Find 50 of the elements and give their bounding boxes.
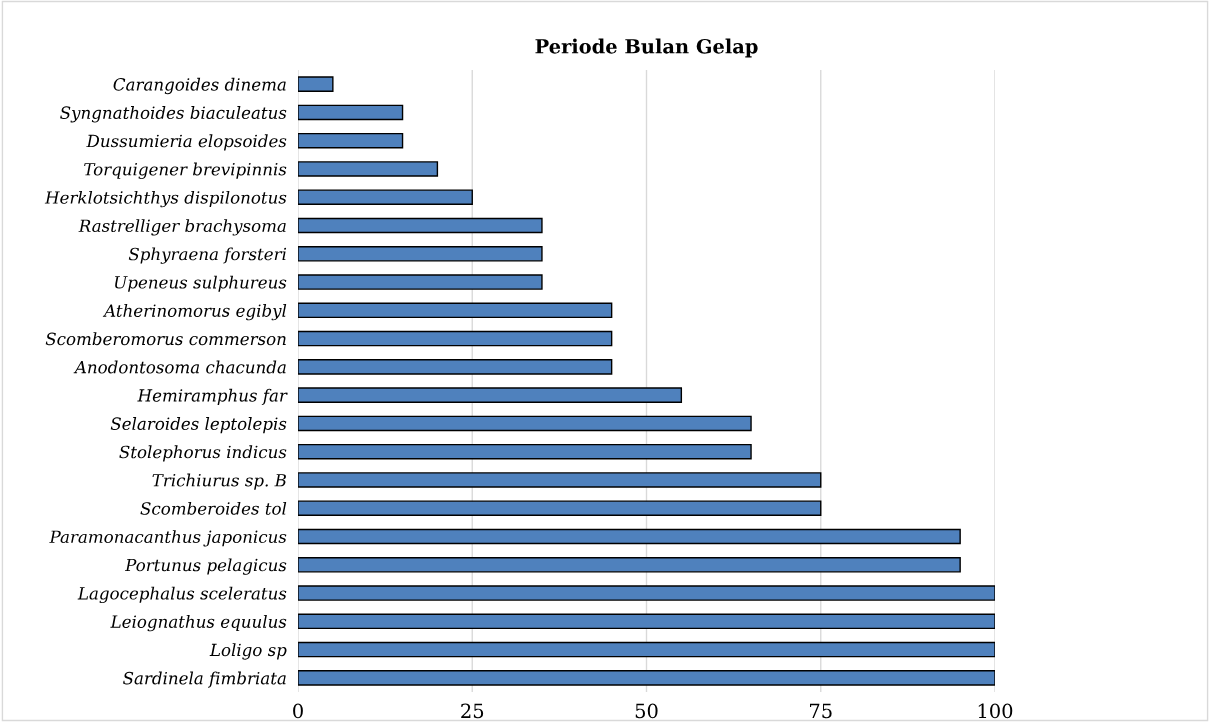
x-tick-label: 25 — [461, 703, 484, 719]
bar — [298, 585, 995, 601]
y-tick-label: Upeneus sulphureus — [115, 275, 287, 292]
bar — [298, 189, 473, 205]
bar — [298, 217, 543, 234]
y-tick-label: Sardinela fimbriata — [123, 671, 286, 688]
y-tick-label: Hemiramphus far — [137, 388, 288, 405]
bar — [298, 528, 961, 545]
y-tick-label: Portunus pelagicus — [124, 558, 287, 575]
y-tick-label: Stolephorus indicus — [119, 445, 287, 462]
y-tick-label: Scomberoides tol — [140, 501, 287, 515]
bar — [298, 670, 995, 686]
y-tick-label: Carangoides dinema — [113, 77, 286, 95]
bar — [298, 161, 439, 177]
chart-title: Periode Bulan Gelap — [535, 38, 758, 58]
y-tick-label: Torquigener brevipinnis — [84, 162, 287, 179]
x-tick-label: 75 — [810, 703, 832, 719]
y-tick-label: Lagocephalus sceleratus — [77, 586, 287, 604]
bar — [298, 500, 822, 516]
bar — [298, 330, 613, 347]
y-tick-label: Selaroides leptolepis — [110, 417, 287, 434]
y-tick-label: Dussumieria elopsoides — [86, 134, 287, 151]
y-tick-label: Trichiurus sp. B — [152, 473, 286, 490]
x-tick-label: 0 — [293, 703, 303, 719]
y-tick-label: Leiognathus equulus — [110, 614, 287, 632]
bar — [298, 104, 404, 121]
bar — [298, 359, 613, 375]
bar — [298, 443, 752, 460]
bar — [298, 302, 613, 319]
x-tick-label: 50 — [635, 703, 658, 719]
bar — [298, 613, 995, 630]
y-tick-label: Anodontosoma chacunda — [73, 360, 286, 374]
bar — [298, 132, 404, 149]
y-tick-label: Loligo sp — [209, 643, 287, 660]
y-tick-label: Herklotsichthys dispilonotus — [44, 190, 287, 208]
bar — [298, 387, 683, 403]
bar — [298, 274, 543, 290]
y-tick-label: Rastrelliger brachysoma — [78, 219, 286, 236]
bar — [298, 415, 752, 432]
y-tick-label: Paramonacanthus japonicus — [49, 530, 287, 547]
bar — [298, 246, 543, 262]
x-tick-label: 100 — [978, 703, 1013, 719]
bar — [298, 472, 822, 488]
y-tick-label: Sphyraena forsteri — [128, 247, 287, 264]
bar — [298, 557, 961, 573]
y-tick-label: Syngnathoides biaculeatus — [60, 106, 287, 123]
bar — [298, 76, 334, 92]
y-tick-label: Scomberomorus commerson — [45, 332, 286, 346]
bar — [298, 641, 995, 658]
y-tick-label: Atherinomorus egibyl — [102, 303, 287, 321]
